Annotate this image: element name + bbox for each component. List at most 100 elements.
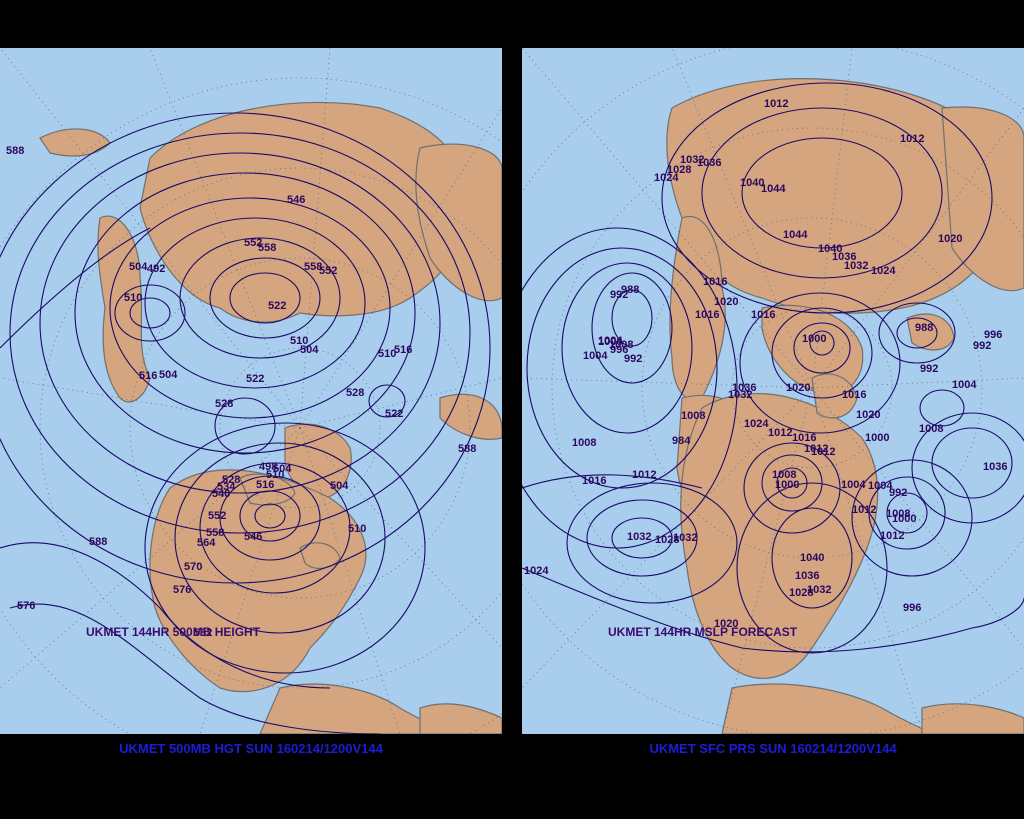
isobar-label: 1044: [761, 183, 786, 195]
isobar-label: 996: [903, 602, 922, 614]
contour-label: 522: [385, 408, 404, 420]
isobar-label: 1032: [728, 389, 753, 401]
isobar-label: 1000: [802, 333, 827, 345]
isobar-label: 1036: [732, 382, 757, 394]
isobar-label: 1016: [695, 309, 720, 321]
isobar-label: 1012: [768, 427, 793, 439]
land-japan: [439, 393, 502, 440]
contour-label: 588: [458, 443, 477, 455]
isobar-label: 996: [610, 344, 629, 356]
land-eurasia: [139, 101, 463, 323]
isobar-label: 1008: [772, 469, 797, 481]
isobar-label: 1008: [572, 437, 597, 449]
isobar-label: 1000: [775, 479, 800, 491]
contour-label: 576: [173, 584, 192, 596]
contour-label: 528: [346, 387, 365, 399]
contour-label: 546: [287, 194, 306, 206]
contour-label: 552: [244, 237, 263, 249]
isobar-label: 1020: [856, 409, 881, 421]
contour-label: 528: [222, 474, 241, 486]
contour-label: 510: [378, 348, 397, 360]
contour-label: 516: [139, 370, 158, 382]
isobar-label: 1012: [764, 98, 789, 110]
land-southamerica: [419, 703, 502, 734]
isobar-label: 1044: [783, 229, 808, 241]
isobar-label: 992: [889, 487, 908, 499]
isobar-label: 1008: [886, 508, 911, 520]
contour-label: 504: [330, 480, 349, 492]
isobar-label: 1036: [795, 570, 820, 582]
map-500mb-height: 588 546 552 558 558 552 504 492 510 522 …: [0, 48, 502, 734]
contour-label: 516: [256, 479, 275, 491]
isobar-label: 1000: [892, 513, 917, 525]
isobar-label: 1036: [832, 251, 857, 263]
land-europe: [97, 215, 151, 403]
contour-label: 510: [124, 292, 143, 304]
isobar-label: 1016: [792, 432, 817, 444]
contour-label: 552: [319, 265, 338, 277]
inner-map-title: UKMET 144HR MSLP FORECAST: [608, 625, 798, 639]
isobar-label: 1004: [952, 379, 977, 391]
land-alaska: [39, 128, 111, 157]
panel-caption: UKMET 500MB HGT SUN 160214/1200V144: [119, 741, 383, 756]
isobar-label: 1024: [654, 172, 679, 184]
map-mslp-forecast: 1012 1012 1036 1032 1028 1024 1040 1044 …: [522, 48, 1024, 734]
isobar-label: 1012: [900, 133, 925, 145]
isobar-label: 1020: [938, 233, 963, 245]
isobar-label: 1024: [744, 418, 769, 430]
basemap-mslp: [522, 48, 1024, 734]
isobar-label: 1000: [598, 336, 623, 348]
contour-label: 522: [246, 373, 265, 385]
land-north-america: [149, 469, 367, 693]
contour-label: 510: [290, 335, 309, 347]
contour-label: 504: [159, 369, 178, 381]
isobar-label: 1032: [673, 532, 698, 544]
isobar-label: 1036: [697, 157, 722, 169]
land-siberia-east: [941, 106, 1024, 292]
contour-label: 492: [147, 263, 166, 275]
isobar-label: 1020: [714, 296, 739, 308]
isobar-label: 1004: [868, 480, 893, 492]
contour-label: 588: [89, 536, 108, 548]
panel-mslp-forecast: 1012 1012 1036 1032 1028 1024 1040 1044 …: [522, 0, 1024, 819]
contour-label: 588: [6, 145, 25, 157]
isobar-label: 996: [984, 329, 1003, 341]
isobar-label: 1016: [842, 389, 867, 401]
contour-label: 558: [258, 242, 277, 254]
isobar-label: 1012: [880, 530, 905, 542]
inner-map-title: UKMET 144HR 500MB HEIGHT: [86, 625, 261, 639]
contour-label: 570: [184, 561, 203, 573]
isobar-label: 1004: [841, 479, 866, 491]
contour-label: 510: [266, 469, 285, 481]
isobar-label: 1040: [740, 177, 765, 189]
land-canadian-arch: [239, 473, 296, 506]
isobar-label: 1012: [852, 504, 877, 516]
isobar-label: 1008: [681, 410, 706, 422]
isobar-label: 1032: [844, 260, 869, 272]
contour-label: 558: [206, 527, 225, 539]
isobar-label: 988: [915, 322, 934, 334]
panel-500mb-height: 588 546 552 558 558 552 504 492 510 522 …: [0, 0, 502, 819]
isobar-label: 1016: [751, 309, 776, 321]
isobar-label: 1028: [655, 534, 680, 546]
basemap-500mb: [0, 48, 502, 734]
isobar-label: 1008: [919, 423, 944, 435]
land-baffin: [299, 542, 341, 570]
land-southamerica: [921, 703, 1024, 734]
isobar-label: 1032: [680, 154, 705, 166]
isobar-label: 1032: [807, 584, 832, 596]
isobar-label: 1004: [598, 335, 623, 347]
isobar-label: 1012: [804, 443, 829, 455]
contour-label: 510: [348, 523, 367, 535]
isobar-label: 1036: [983, 461, 1008, 473]
contour-label: 498: [259, 461, 278, 473]
contour-label: 504: [273, 463, 292, 475]
isobar-label: 1012: [632, 469, 657, 481]
contour-label: 522: [268, 300, 287, 312]
isobar-label: 1000: [865, 432, 890, 444]
isobar-label: 992: [920, 363, 939, 375]
contour-label: 582: [194, 627, 213, 639]
isobar-label: 992: [624, 353, 643, 365]
isobar-label: 988: [621, 284, 640, 296]
panel-caption: UKMET SFC PRS SUN 160214/1200V144: [649, 741, 897, 756]
